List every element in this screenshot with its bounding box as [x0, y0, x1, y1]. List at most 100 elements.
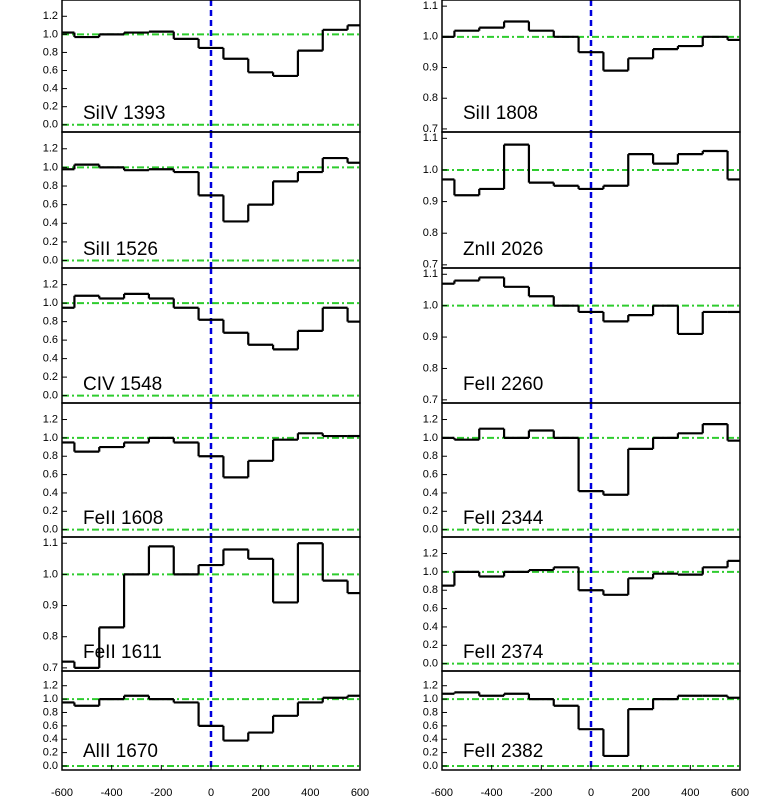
y-tick-label: 1.1: [423, 0, 438, 12]
y-tick-label: 0.8: [423, 92, 438, 104]
y-tick-label: 0.4: [43, 353, 58, 365]
y-tick-label: 0.2: [423, 639, 438, 651]
y-tick-label: 0.9: [43, 599, 58, 611]
y-tick-label: 0.0: [423, 658, 438, 670]
y-tick-label: 0.0: [43, 254, 58, 266]
y-tick-label: 1.0: [43, 568, 58, 580]
y-tick-label: 0.8: [423, 584, 438, 596]
y-tick-label: 1.2: [43, 143, 58, 155]
y-tick-label: 1.0: [43, 161, 58, 173]
y-tick-label: 1.1: [423, 268, 438, 280]
y-tick-label: 0.0: [423, 760, 438, 772]
y-tick-label: 0.4: [423, 733, 438, 745]
y-tick-label: 0.8: [423, 706, 438, 718]
plot-area: [442, 268, 740, 403]
y-tick-label: 0.8: [43, 706, 58, 718]
y-tick-label: 0.6: [43, 468, 58, 480]
panel-frame: [441, 670, 741, 771]
line-label: FeII 2260: [463, 374, 543, 395]
y-tick-label: 1.2: [43, 279, 58, 291]
plot-area: [442, 0, 740, 132]
x-tick-label: 200: [251, 787, 269, 799]
line-label: FeII 1608: [83, 508, 163, 529]
x-tick-label: 600: [731, 787, 749, 799]
x-tick-label: 400: [681, 787, 699, 799]
y-tick-label: 0.4: [423, 487, 438, 499]
y-tick-label: 1.0: [43, 693, 58, 705]
y-tick-label: 0.8: [423, 450, 438, 462]
plot-area: [442, 403, 740, 537]
y-tick-label: 1.2: [423, 547, 438, 559]
y-tick-label: 1.1: [43, 537, 58, 549]
y-tick-label: 1.0: [43, 28, 58, 40]
line-label: SiII 1526: [83, 239, 158, 260]
y-tick-label: 0.7: [423, 259, 438, 271]
y-tick-label: 1.0: [43, 432, 58, 444]
plot-area: [442, 537, 740, 671]
y-tick-label: 0.9: [423, 61, 438, 73]
y-tick-label: 1.2: [423, 680, 438, 692]
x-tick-label: -200: [530, 787, 552, 799]
y-tick-label: 0.8: [43, 631, 58, 643]
y-tick-label: 0.4: [43, 733, 58, 745]
y-tick-label: 0.2: [43, 505, 58, 517]
y-tick-label: 0.0: [43, 119, 58, 131]
y-tick-label: 0.0: [423, 524, 438, 536]
y-tick-label: 0.8: [43, 180, 58, 192]
x-tick-label: -600: [51, 787, 73, 799]
y-tick-label: 0.2: [43, 236, 58, 248]
y-tick-label: 0.7: [43, 662, 58, 674]
line-label: SiII 1808: [463, 103, 538, 124]
y-tick-label: 0.8: [43, 450, 58, 462]
x-tick-label: 200: [631, 787, 649, 799]
y-tick-label: 1.1: [423, 132, 438, 144]
y-tick-label: 0.6: [43, 199, 58, 211]
y-tick-label: 0.6: [423, 602, 438, 614]
line-label: FeII 1611: [83, 642, 162, 663]
y-tick-label: 0.9: [423, 195, 438, 207]
x-tick-label: 400: [301, 787, 319, 799]
y-tick-label: 0.8: [423, 227, 438, 239]
y-tick-label: 0.2: [43, 747, 58, 759]
y-tick-label: 0.2: [423, 505, 438, 517]
y-tick-label: 0.8: [43, 46, 58, 58]
y-tick-label: 0.0: [43, 760, 58, 772]
line-label: SiIV 1393: [83, 103, 165, 124]
y-tick-label: 0.6: [423, 720, 438, 732]
y-tick-label: 0.6: [423, 468, 438, 480]
y-tick-label: 0.2: [423, 747, 438, 759]
y-tick-label: 0.6: [43, 720, 58, 732]
line-label: ZnII 2026: [463, 239, 543, 260]
y-tick-label: 0.0: [43, 524, 58, 536]
y-tick-label: 1.0: [423, 31, 438, 43]
line-label: FeII 2344: [463, 508, 544, 529]
x-tick-label: -600: [431, 787, 453, 799]
y-tick-label: 0.0: [43, 390, 58, 402]
y-tick-label: 1.2: [43, 413, 58, 425]
x-tick-label: -400: [101, 787, 123, 799]
y-tick-label: 1.0: [423, 300, 438, 312]
line-label: CIV 1548: [83, 374, 162, 395]
y-tick-label: 0.6: [43, 64, 58, 76]
y-tick-label: 1.0: [43, 297, 58, 309]
y-tick-label: 0.4: [43, 487, 58, 499]
plot-area: [442, 132, 740, 268]
y-tick-label: 0.8: [43, 316, 58, 328]
plot-area: [62, 537, 360, 671]
plot-area: [62, 403, 360, 537]
y-tick-label: 1.0: [423, 164, 438, 176]
y-tick-label: 0.2: [43, 101, 58, 113]
line-label: AlII 1670: [83, 741, 158, 762]
y-tick-label: 0.7: [423, 123, 438, 135]
y-tick-label: 0.9: [423, 331, 438, 343]
plot-area: [62, 132, 360, 268]
y-tick-label: 1.2: [43, 680, 58, 692]
x-tick-label: -400: [481, 787, 503, 799]
x-tick-label: -200: [150, 787, 172, 799]
y-tick-label: 0.8: [423, 362, 438, 374]
plot-area: [62, 268, 360, 403]
y-tick-label: 0.6: [43, 334, 58, 346]
x-tick-label: 600: [351, 787, 369, 799]
x-tick-label: 0: [588, 787, 594, 799]
plot-area: [62, 0, 360, 132]
